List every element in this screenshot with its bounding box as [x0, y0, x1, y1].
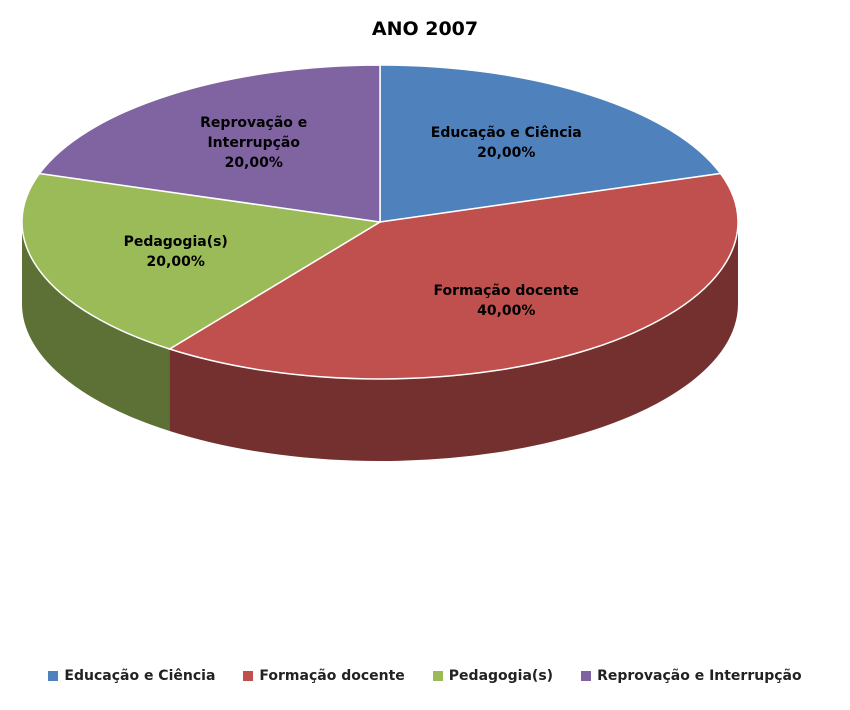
legend-item: Reprovação e Interrupção: [581, 668, 802, 684]
legend-swatch: [48, 671, 59, 681]
legend-label: Educação e Ciência: [64, 668, 216, 684]
slice-label: Formação docente 40,00%: [421, 281, 591, 321]
slice-label: Reprovação e Interrupção 20,00%: [169, 113, 339, 173]
slice-label-name: Formação docente: [433, 282, 579, 299]
legend-item: Educação e Ciência: [48, 668, 215, 684]
legend-item: Pedagogia(s): [432, 668, 554, 684]
slice-label-name: Educação e Ciência: [430, 125, 582, 142]
slice: [379, 64, 722, 223]
slice-label-value: 20,00%: [224, 155, 283, 172]
legend-swatch: [581, 671, 592, 681]
slice-side: [169, 222, 738, 461]
legend-label: Formação docente: [259, 668, 405, 684]
slice: [167, 172, 739, 380]
legend-swatch: [243, 671, 254, 681]
slice-label-value: 40,00%: [477, 302, 536, 319]
slice-label-value: 20,00%: [146, 254, 205, 271]
slice: [21, 172, 383, 350]
legend-label: Pedagogia(s): [448, 668, 554, 684]
slice: [38, 64, 381, 223]
slice-label-name: Pedagogia(s): [123, 234, 228, 251]
legend: Educação e Ciência Formação docente Pedago…: [0, 668, 850, 684]
chart-title: ANO 2007: [371, 18, 479, 40]
slice-label-name: Reprovação e Interrupção: [200, 115, 308, 152]
legend-item: Formação docente: [243, 668, 405, 684]
slice-label: Educação e Ciência 20,00%: [421, 123, 591, 163]
slice-side: [22, 222, 170, 432]
slice-label: Pedagogia(s) 20,00%: [91, 232, 261, 272]
legend-swatch: [432, 671, 443, 681]
slice-label-value: 20,00%: [477, 145, 536, 162]
legend-label: Reprovação e Interrupção: [597, 668, 802, 684]
